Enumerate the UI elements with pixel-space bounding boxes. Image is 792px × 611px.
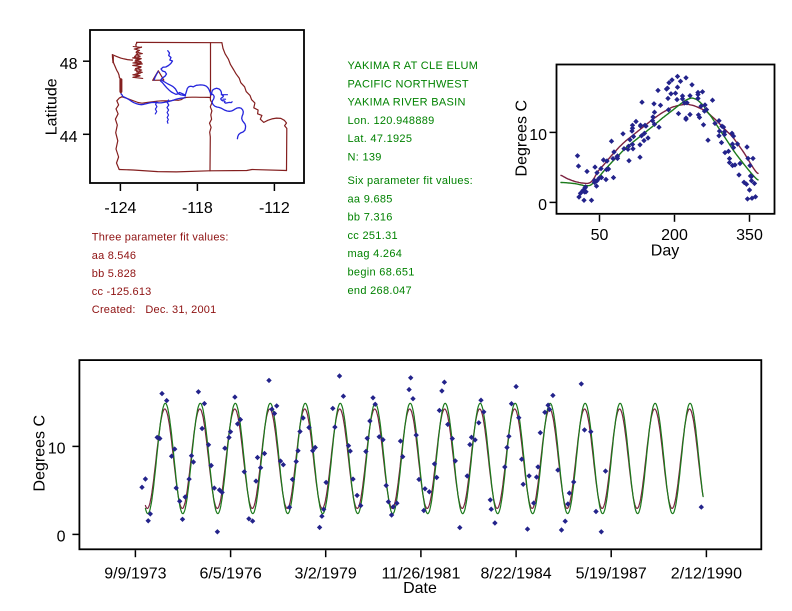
svg-text:8/22/1984: 8/22/1984	[481, 566, 552, 583]
svg-text:Three parameter fit values:: Three parameter fit values:	[92, 232, 229, 244]
svg-text:Six parameter fit values:: Six parameter fit values:	[348, 175, 474, 187]
svg-text:200: 200	[661, 227, 688, 244]
svg-text:aa 8.546: aa 8.546	[92, 250, 136, 262]
svg-text:0: 0	[538, 197, 547, 214]
svg-text:Lat. 47.1925: Lat. 47.1925	[348, 133, 413, 145]
svg-text:2/12/1990: 2/12/1990	[671, 566, 742, 583]
svg-text:begin 68.651: begin 68.651	[348, 267, 415, 279]
svg-text:50: 50	[591, 227, 609, 244]
svg-text:Latitude: Latitude	[44, 78, 61, 135]
svg-text:11/26/1981: 11/26/1981	[381, 566, 460, 583]
svg-text:N: 139: N: 139	[348, 152, 382, 164]
svg-text:Degrees C: Degrees C	[514, 100, 531, 176]
svg-text:Lon. 120.948889: Lon. 120.948889	[348, 115, 435, 127]
svg-text:-112: -112	[259, 200, 290, 217]
svg-text:aa 9.685: aa 9.685	[348, 193, 393, 205]
svg-text:9/9/1973: 9/9/1973	[104, 566, 166, 583]
svg-text:cc 251.31: cc 251.31	[348, 230, 398, 242]
svg-text:Day: Day	[651, 243, 679, 260]
svg-text:Degrees C: Degrees C	[32, 415, 49, 491]
svg-text:-124: -124	[104, 200, 136, 217]
svg-text:mag 4.264: mag 4.264	[348, 248, 403, 260]
svg-text:44: 44	[60, 129, 78, 146]
svg-text:3/2/1979: 3/2/1979	[295, 566, 357, 583]
svg-text:6/5/1976: 6/5/1976	[199, 566, 261, 583]
svg-text:bb 5.828: bb 5.828	[92, 268, 136, 280]
svg-text:0: 0	[57, 529, 66, 546]
svg-text:Created: Dec. 31, 2001: Created: Dec. 31, 2001	[92, 304, 217, 316]
svg-text:bb 7.316: bb 7.316	[348, 212, 393, 224]
svg-text:PACIFIC NORTHWEST: PACIFIC NORTHWEST	[348, 78, 469, 90]
svg-text:350: 350	[736, 227, 763, 244]
svg-text:Date: Date	[403, 580, 437, 597]
svg-text:-118: -118	[182, 200, 213, 217]
svg-text:YAKIMA RIVER BASIN: YAKIMA RIVER BASIN	[348, 97, 466, 109]
svg-text:10: 10	[529, 127, 547, 144]
svg-text:cc -125.613: cc -125.613	[92, 286, 152, 298]
svg-text:48: 48	[60, 56, 78, 73]
svg-text:end 268.047: end 268.047	[348, 285, 412, 297]
svg-text:YAKIMA R AT CLE ELUM: YAKIMA R AT CLE ELUM	[348, 60, 479, 72]
svg-text:10: 10	[48, 441, 66, 458]
svg-text:5/19/1987: 5/19/1987	[576, 566, 647, 583]
